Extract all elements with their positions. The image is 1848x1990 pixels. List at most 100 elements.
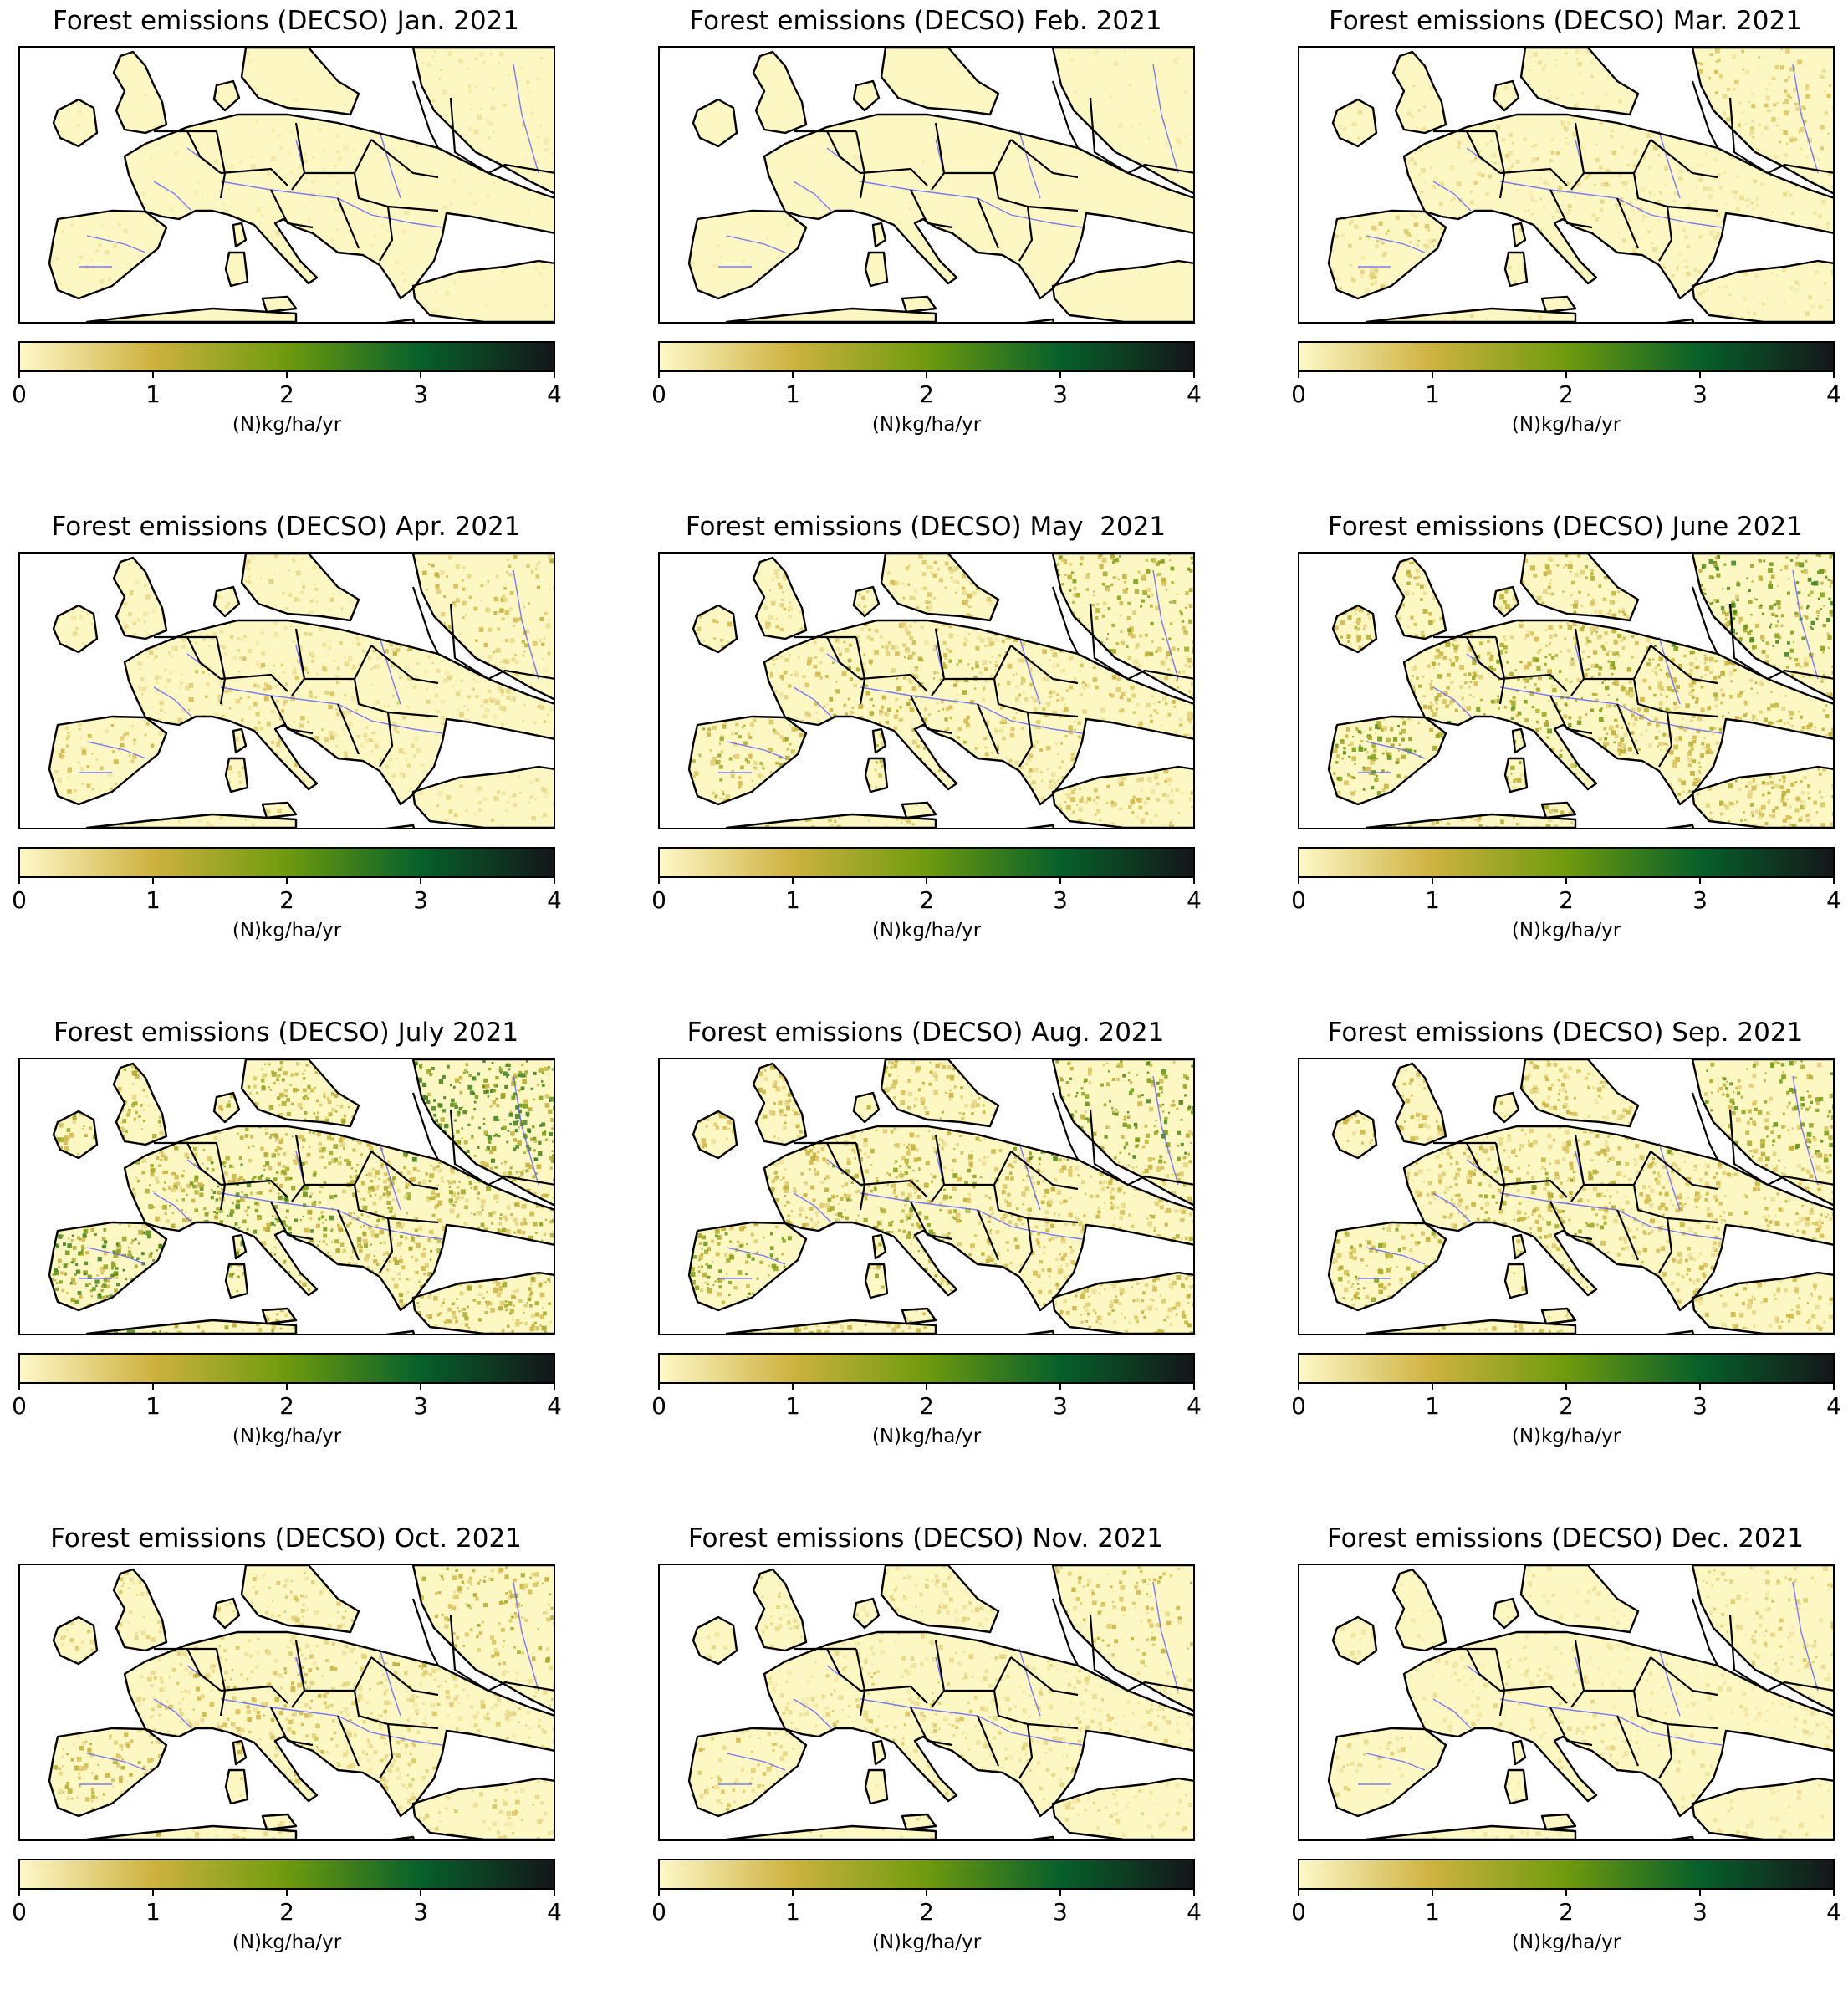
colorbar: [658, 1353, 1195, 1384]
colorbar-tick-label: 2: [270, 1393, 304, 1420]
colorbar-tick: [1432, 877, 1433, 884]
colorbar-tick: [1059, 1889, 1061, 1896]
colorbar-tick: [658, 877, 660, 884]
colorbar: [1298, 341, 1835, 372]
colorbar-tick: [152, 877, 154, 884]
colorbar-tick-label: 4: [1177, 1899, 1211, 1926]
colorbar-tick-label: 0: [3, 1393, 36, 1420]
panel-title: Forest emissions (DECSO) Oct. 2021: [18, 1522, 554, 1555]
panel-title: Forest emissions (DECSO) Jan. 2021: [18, 4, 554, 38]
colorbar-tick: [420, 877, 421, 884]
colorbar: [18, 341, 555, 372]
colorbar-tick-label: 2: [910, 1899, 943, 1926]
colorbar-label: (N)kg/ha/yr: [18, 1931, 555, 1954]
colorbar-tick: [1565, 371, 1567, 378]
colorbar-tick: [554, 877, 555, 884]
colorbar-tick-label: 0: [3, 1899, 36, 1926]
colorbar-tick-label: 3: [404, 381, 437, 408]
colorbar-tick: [1193, 877, 1195, 884]
colorbar-tick-label: 3: [404, 1393, 437, 1420]
colorbar-tick: [420, 1889, 421, 1896]
colorbar-tick: [1833, 877, 1835, 884]
europe-map: [20, 1059, 554, 1334]
colorbar-tick-label: 4: [538, 381, 571, 408]
colorbar-tick-label: 4: [1177, 887, 1211, 914]
colorbar-tick: [1193, 1383, 1195, 1390]
map-frame: [658, 552, 1195, 829]
map-frame: [1298, 552, 1835, 829]
colorbar-tick-label: 3: [1044, 887, 1077, 914]
colorbar-tick-label: 2: [910, 1393, 943, 1420]
colorbar-tick-label: 3: [1683, 1393, 1717, 1420]
colorbar-tick: [1565, 1383, 1567, 1390]
colorbar-tick-label: 2: [910, 887, 943, 914]
colorbar-tick: [926, 1889, 927, 1896]
colorbar-label: (N)kg/ha/yr: [1298, 919, 1835, 942]
colorbar-tick-label: 1: [776, 1393, 809, 1420]
colorbar: [18, 847, 555, 878]
map-frame: [658, 1058, 1195, 1335]
map-frame: [18, 1564, 555, 1841]
colorbar-tick: [1699, 1383, 1701, 1390]
colorbar-tick: [1059, 1383, 1061, 1390]
colorbar-tick: [554, 1383, 555, 1390]
colorbar-tick-label: 1: [776, 1899, 809, 1926]
colorbar-tick: [152, 1889, 154, 1896]
colorbar-tick-label: 4: [1817, 1899, 1848, 1926]
colorbar-tick-label: 1: [1416, 381, 1449, 408]
colorbar-tick: [18, 877, 20, 884]
colorbar-tick: [1833, 1889, 1835, 1896]
colorbar-tick-label: 4: [1817, 887, 1848, 914]
colorbar-tick: [420, 1383, 421, 1390]
colorbar-tick-label: 1: [136, 381, 170, 408]
colorbar-tick: [554, 371, 555, 378]
europe-map: [660, 554, 1193, 828]
colorbar-tick: [1298, 371, 1299, 378]
colorbar-tick-label: 2: [270, 381, 304, 408]
europe-map: [20, 48, 554, 322]
colorbar-label: (N)kg/ha/yr: [658, 413, 1195, 436]
europe-map: [1299, 1565, 1833, 1839]
map-frame: [18, 552, 555, 829]
colorbar-tick: [926, 877, 927, 884]
colorbar-tick-label: 3: [404, 1899, 437, 1926]
colorbar-tick: [286, 371, 288, 378]
colorbar-label: (N)kg/ha/yr: [658, 919, 1195, 942]
colorbar-label: (N)kg/ha/yr: [658, 1931, 1195, 1954]
colorbar-tick-label: 1: [136, 1393, 170, 1420]
colorbar-tick-label: 1: [1416, 1899, 1449, 1926]
colorbar-tick-label: 0: [1282, 887, 1315, 914]
colorbar-tick: [1699, 877, 1701, 884]
colorbar-tick: [1059, 371, 1061, 378]
colorbar-tick: [658, 1889, 660, 1896]
panel-title: Forest emissions (DECSO) May 2021: [658, 510, 1193, 543]
colorbar: [658, 847, 1195, 878]
panel-title: Forest emissions (DECSO) Mar. 2021: [1298, 4, 1833, 38]
colorbar-tick: [792, 371, 794, 378]
colorbar-tick-label: 4: [1177, 381, 1211, 408]
map-frame: [1298, 1564, 1835, 1841]
colorbar-tick: [1193, 371, 1195, 378]
colorbar-tick: [286, 877, 288, 884]
map-frame: [1298, 1058, 1835, 1335]
colorbar-tick-label: 0: [642, 1899, 676, 1926]
europe-map: [660, 48, 1193, 322]
europe-map: [1299, 1059, 1833, 1334]
colorbar-tick-label: 4: [538, 887, 571, 914]
colorbar-tick: [1699, 1889, 1701, 1896]
colorbar-label: (N)kg/ha/yr: [1298, 413, 1835, 436]
panel-title: Forest emissions (DECSO) Dec. 2021: [1298, 1522, 1833, 1555]
colorbar-tick: [926, 1383, 927, 1390]
